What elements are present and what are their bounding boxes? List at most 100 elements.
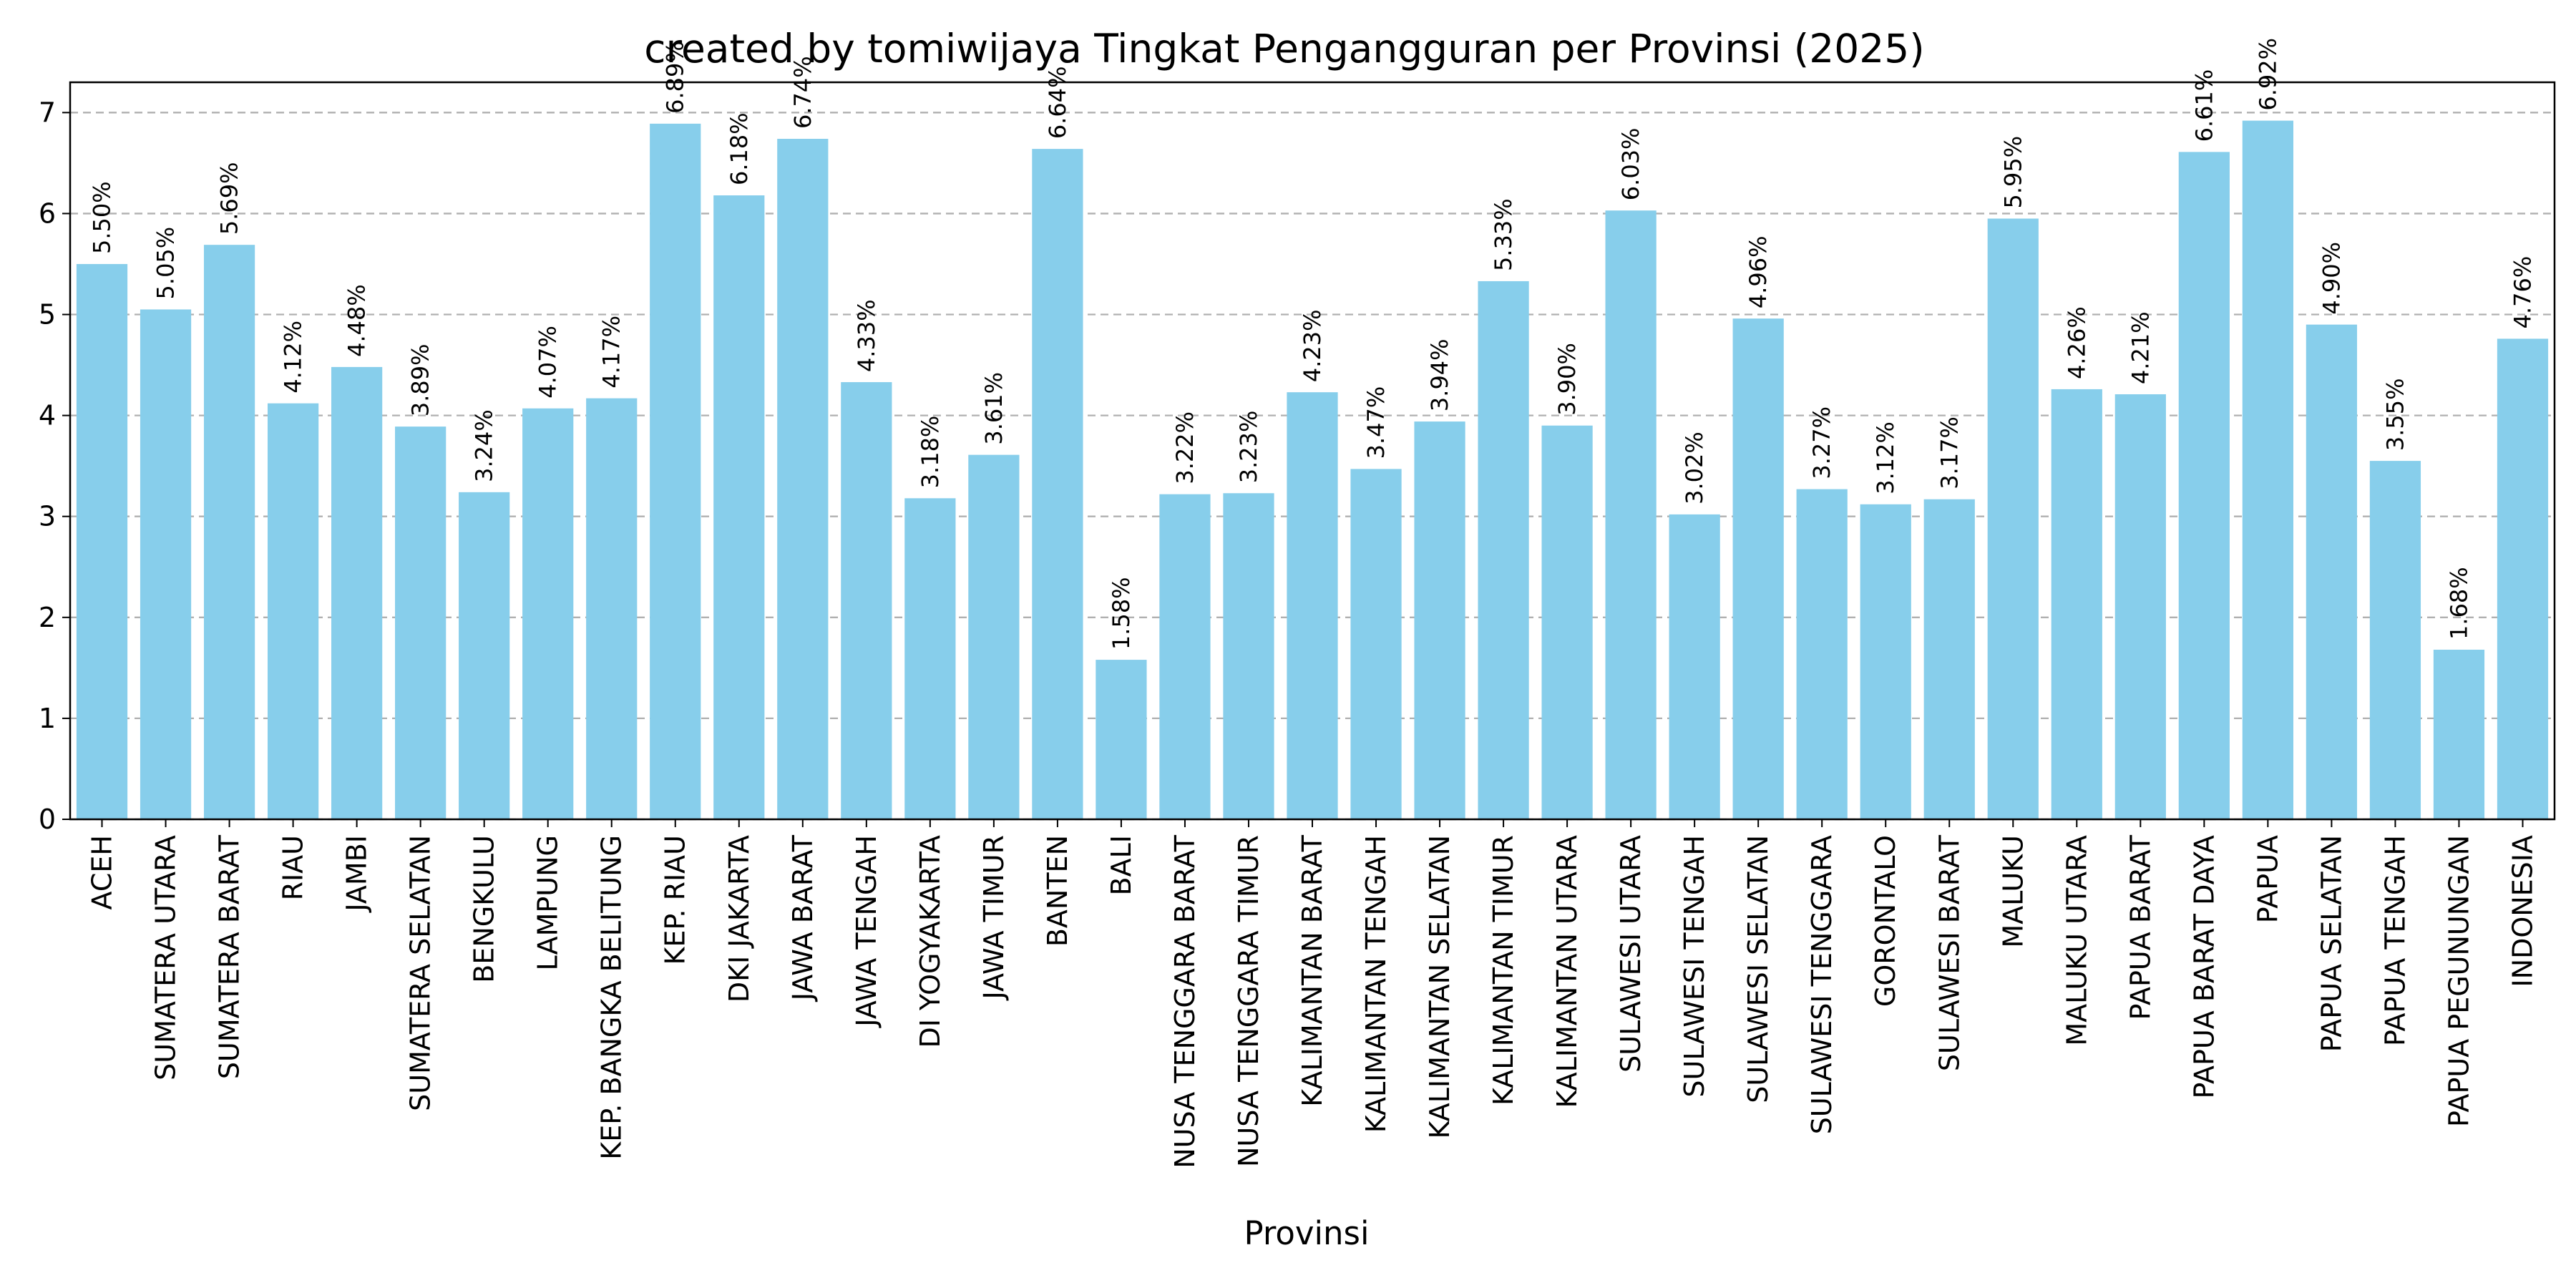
x-tick-label: KEP. RIAU xyxy=(660,835,691,965)
bar xyxy=(140,309,192,819)
bar xyxy=(1159,494,1211,819)
bar xyxy=(2369,461,2421,819)
x-tick-label: JAMBI xyxy=(341,835,373,913)
data-label: 6.64% xyxy=(1044,66,1071,139)
data-label: 4.12% xyxy=(280,321,307,394)
y-tick-label: 2 xyxy=(39,602,56,633)
x-tick-label: KALIMANTAN TIMUR xyxy=(1488,835,1519,1106)
x-tick-label: SUMATERA SELATAN xyxy=(405,835,436,1111)
data-label: 6.74% xyxy=(789,56,816,129)
y-tick-label: 7 xyxy=(39,97,56,128)
x-tick-label: SUMATERA UTARA xyxy=(150,835,182,1080)
chart-title: created by tomiwijaya Tingkat Penganggur… xyxy=(644,26,1924,72)
x-tick-label: KEP. BANGKA BELITUNG xyxy=(596,835,628,1160)
x-tick-label: SULAWESI SELATAN xyxy=(1742,835,1774,1103)
y-tick-label: 6 xyxy=(39,197,56,229)
x-tick-label: LAMPUNG xyxy=(532,835,564,970)
data-label: 6.18% xyxy=(726,112,753,185)
data-label: 4.07% xyxy=(535,326,562,399)
y-tick-label: 3 xyxy=(39,501,56,532)
x-tick-label: BANTEN xyxy=(1042,835,1073,947)
x-tick-label: SUMATERA BARAT xyxy=(214,834,245,1079)
x-tick-label: RIAU xyxy=(278,835,309,900)
data-label: 3.02% xyxy=(1681,431,1708,504)
data-label: 4.96% xyxy=(1745,236,1772,309)
bar xyxy=(459,492,510,819)
x-tick-label: DKI JAKARTA xyxy=(723,835,755,1002)
data-label: 3.23% xyxy=(1235,411,1262,484)
data-labels: 5.50% 5.05% 5.69% 4.12% 4.48% 3.89% 3.24% 4.07%… xyxy=(89,38,2537,650)
bar xyxy=(1096,660,1147,819)
data-label: 4.76% xyxy=(2509,256,2536,329)
bar xyxy=(1032,149,1083,819)
bar xyxy=(331,366,383,819)
bar xyxy=(2242,120,2293,819)
bar xyxy=(76,263,128,819)
x-tick-label: SULAWESI UTARA xyxy=(1615,835,1646,1073)
x-tick-label: PAPUA PEGUNUNGAN xyxy=(2443,835,2474,1127)
data-label: 4.48% xyxy=(343,284,371,357)
bar xyxy=(650,123,701,820)
data-label: 4.23% xyxy=(1299,310,1326,383)
data-label: 1.68% xyxy=(2445,567,2472,640)
bar xyxy=(841,382,892,819)
x-tick-label: KALIMANTAN UTARA xyxy=(1551,835,1583,1108)
bar xyxy=(1223,493,1274,819)
y-tick-label: 4 xyxy=(39,400,56,431)
data-label: 4.26% xyxy=(2063,306,2090,379)
data-label: 5.95% xyxy=(1999,136,2026,209)
bar xyxy=(2114,394,2166,819)
bar xyxy=(395,426,447,819)
data-label: 4.21% xyxy=(2127,311,2154,384)
data-label: 4.90% xyxy=(2318,242,2345,315)
bar xyxy=(1414,421,1465,819)
data-label: 3.61% xyxy=(980,372,1008,445)
data-label: 6.92% xyxy=(2254,38,2281,111)
x-tick-label: BENGKULU xyxy=(469,835,500,983)
x-tick-label: PAPUA SELATAN xyxy=(2316,835,2347,1052)
data-label: 5.50% xyxy=(89,181,116,254)
x-tick-label: KALIMANTAN TENGAH xyxy=(1360,835,1392,1133)
bar xyxy=(1796,489,1848,819)
data-label: 1.58% xyxy=(1108,577,1135,650)
y-axis-ticks: 0 1 2 3 4 5 6 7 xyxy=(39,97,70,835)
x-axis-ticks: ACEH SUMATERA UTARA SUMATERA BARAT RIAU JAMB… xyxy=(87,819,2538,1169)
x-tick-label: PAPUA BARAT xyxy=(2124,834,2156,1020)
bar xyxy=(904,498,956,819)
bar xyxy=(1923,499,1975,819)
data-label: 4.33% xyxy=(853,299,880,372)
bar xyxy=(522,408,574,819)
x-tick-label: PAPUA xyxy=(2252,835,2283,923)
y-tick-label: 5 xyxy=(39,299,56,331)
bar xyxy=(203,245,255,819)
x-tick-label: SULAWESI TENGGARA xyxy=(1806,835,1838,1134)
x-tick-label: GORONTALO xyxy=(1870,835,1901,1007)
data-label: 3.12% xyxy=(1872,421,1899,494)
bar xyxy=(713,195,765,819)
data-label: 3.27% xyxy=(1808,406,1835,479)
x-tick-label: BALI xyxy=(1106,835,1137,895)
x-tick-label: INDONESIA xyxy=(2507,835,2538,987)
bar xyxy=(2178,152,2230,819)
bar xyxy=(1732,318,1784,819)
bar xyxy=(1669,514,1720,819)
x-tick-label: NUSA TENGGARA BARAT xyxy=(1169,834,1201,1169)
data-label: 4.17% xyxy=(598,316,625,389)
x-tick-label: SULAWESI BARAT xyxy=(1933,834,1965,1071)
data-label: 3.17% xyxy=(1936,416,1963,489)
bar xyxy=(1605,210,1657,819)
data-label: 5.05% xyxy=(152,227,180,300)
x-tick-label: MALUKU UTARA xyxy=(2061,835,2092,1046)
data-label: 3.94% xyxy=(1426,338,1453,411)
bar xyxy=(1287,392,1338,819)
data-label: 6.03% xyxy=(1617,128,1644,201)
y-tick-label: 0 xyxy=(39,804,56,835)
bars xyxy=(76,120,2549,820)
x-tick-label: JAWA BARAT xyxy=(787,834,819,1002)
data-label: 3.22% xyxy=(1171,411,1199,484)
x-tick-label: ACEH xyxy=(87,835,118,909)
x-tick-label: PAPUA TENGAH xyxy=(2379,835,2411,1046)
x-tick-label: PAPUA BARAT DAYA xyxy=(2188,835,2220,1098)
